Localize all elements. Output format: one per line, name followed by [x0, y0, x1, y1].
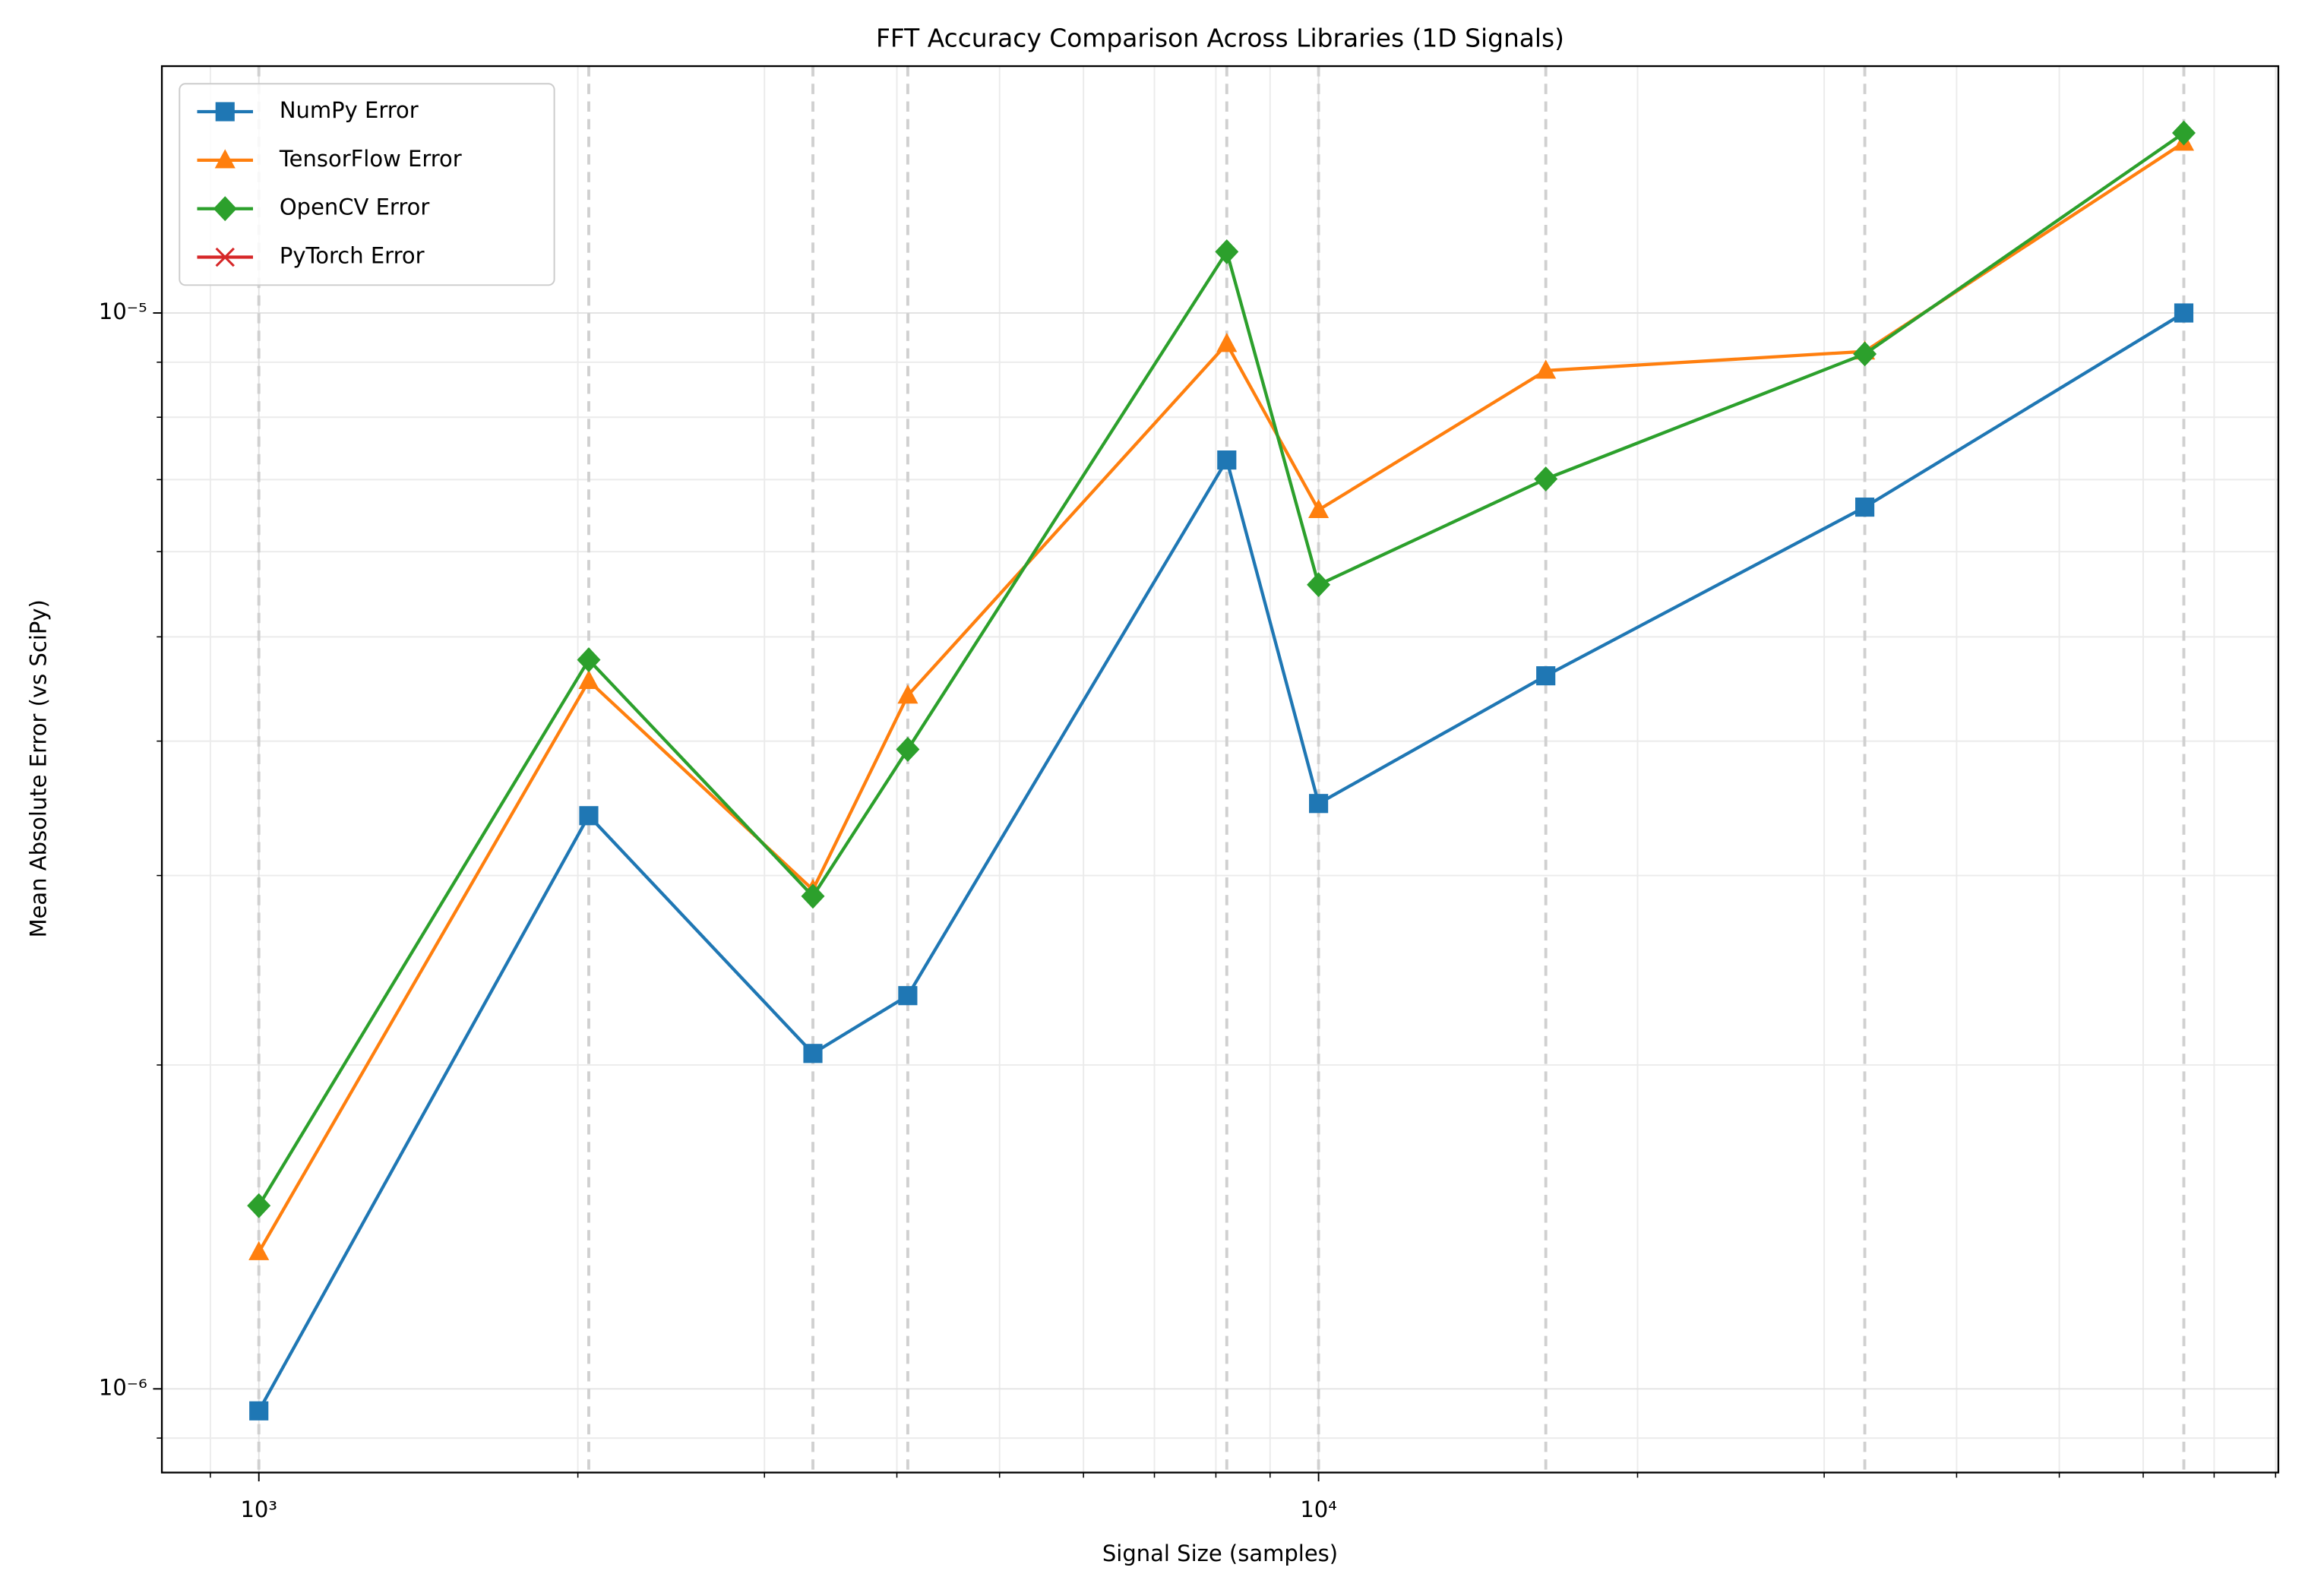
marker [248, 1240, 270, 1260]
legend-label: NumPy Error [280, 97, 419, 123]
legend-label: TensorFlow Error [279, 146, 462, 172]
legend-label: PyTorch Error [280, 243, 425, 269]
marker [249, 1401, 269, 1421]
legend-label: OpenCV Error [280, 194, 430, 220]
marker [1216, 333, 1238, 352]
marker [1534, 466, 1558, 491]
marker [896, 737, 920, 762]
marker [897, 684, 919, 704]
marker [1536, 666, 1556, 686]
marker [215, 247, 235, 267]
marker [1308, 498, 1330, 518]
marker [1535, 359, 1557, 379]
chart-title: FFT Accuracy Comparison Across Libraries… [876, 24, 1564, 53]
marker [1307, 572, 1331, 598]
marker [1215, 239, 1239, 264]
marker [213, 196, 237, 222]
marker [215, 102, 235, 122]
x-tick-label: 10³ [240, 1496, 277, 1522]
x-axis-label: Signal Size (samples) [1102, 1541, 1338, 1566]
marker [1309, 794, 1329, 814]
marker [2174, 303, 2194, 323]
marker [1855, 498, 1875, 517]
y-tick-label: 10⁻⁶ [99, 1374, 147, 1400]
marker [898, 986, 918, 1006]
plot-frame [160, 65, 2280, 1474]
marker [801, 883, 825, 909]
marker [247, 1193, 271, 1218]
marker [1217, 450, 1237, 470]
legend-box [179, 83, 555, 286]
marker [578, 669, 599, 690]
marker [2172, 120, 2196, 146]
marker [803, 1044, 823, 1063]
y-axis-label: Mean Absolute Error (vs SciPy) [25, 599, 51, 937]
marker [214, 149, 236, 169]
x-tick-label: 10⁴ [1300, 1496, 1337, 1522]
marker [579, 806, 599, 826]
y-tick-label: 10⁻⁵ [99, 299, 147, 324]
